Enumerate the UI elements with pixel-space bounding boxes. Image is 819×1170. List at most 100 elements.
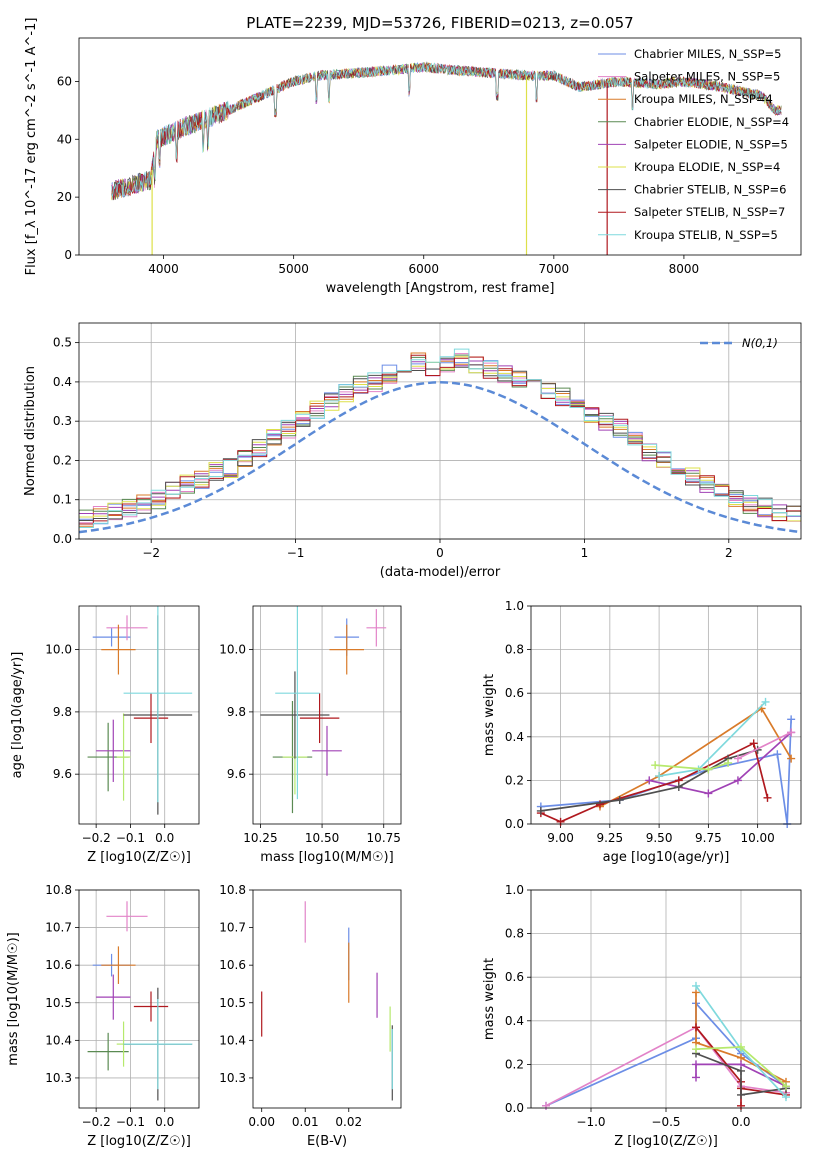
weight-point-marker xyxy=(737,1101,745,1110)
histogram-series xyxy=(79,352,801,533)
y-tick-label: 10.6 xyxy=(219,958,246,972)
weight-point-marker xyxy=(782,1093,790,1102)
errorbar-point xyxy=(96,719,131,782)
legend-label: Kroupa STELIB, N_SSP=5 xyxy=(634,228,778,242)
axes-frame xyxy=(252,889,402,1109)
residuals-panel: −2 −1 0 1 2 0.0 0.1 0.2 0.3 0.4 0.5 (data-model)/er… xyxy=(23,322,802,580)
x-tick-label: 0.0 xyxy=(155,831,174,845)
weight-vs-Z-panel: −1.0 −0.5 0.0 0.0 0.2 0.4 0.6 0.8 1.0 Z [log10(Z/… xyxy=(482,883,802,1149)
y-axis-label: Normed distribution xyxy=(23,366,38,496)
histogram-series xyxy=(79,353,801,530)
x-tick-label: −1.0 xyxy=(576,1115,605,1129)
y-tick-label: 0 xyxy=(64,248,72,262)
axes-frame xyxy=(78,322,802,540)
weight-series-line xyxy=(695,1052,787,1096)
errorbar-point xyxy=(87,1032,129,1071)
errorbar-point xyxy=(260,671,330,759)
normal-reference-curve xyxy=(78,381,802,534)
spectrum-series-line xyxy=(111,62,782,198)
weight-series-line xyxy=(695,1026,787,1106)
weight-point-marker xyxy=(787,715,796,724)
y-tick-label: 0.4 xyxy=(53,375,72,389)
x-tick-label: 0.0 xyxy=(155,1115,174,1129)
y-axis-label: Flux [f_λ 10^-17 erg cm^-2 s^-1 A^-1] xyxy=(24,18,39,276)
x-tick-label: 1 xyxy=(581,546,589,560)
errorbar-point xyxy=(123,999,193,1090)
x-tick-label: 0 xyxy=(436,546,444,560)
axes-frame xyxy=(78,37,802,256)
axes-frame xyxy=(530,889,802,1109)
weight-point-marker xyxy=(749,739,758,748)
y-tick-label: 10.5 xyxy=(45,996,72,1010)
y-axis-label: mass weight xyxy=(482,674,497,756)
y-tick-label: 0.8 xyxy=(505,927,524,941)
x-tick-label: 9.50 xyxy=(646,831,673,845)
y-tick-label: 0.4 xyxy=(505,1014,524,1028)
age-vs-mass-panel: 10.25 10.50 10.75 9.6 9.8 10.0 mass [log10(M/M… xyxy=(219,605,402,865)
errorbar-point xyxy=(92,627,131,647)
y-tick-label: 9.8 xyxy=(53,705,72,719)
x-tick-label: 5000 xyxy=(278,262,309,276)
weight-point-marker xyxy=(704,789,713,798)
weight-point-marker xyxy=(542,1101,550,1110)
weight-series-line xyxy=(695,1063,787,1087)
y-tick-label: 0.4 xyxy=(505,730,524,744)
x-tick-label: 7000 xyxy=(539,262,570,276)
x-tick-label: 9.25 xyxy=(596,831,623,845)
age-vs-Z-panel: −0.2 −0.1 0.0 9.6 9.8 10.0 Z [log10(Z/Z☉)] age … xyxy=(10,605,200,865)
y-tick-label: 10.5 xyxy=(219,996,246,1010)
y-tick-label: 0.2 xyxy=(505,773,524,787)
errorbar-point xyxy=(312,725,342,776)
weight-point-marker xyxy=(733,754,742,763)
errorbar-point xyxy=(133,991,169,1022)
x-axis-label: E(B-V) xyxy=(307,1134,347,1149)
y-tick-label: 10.6 xyxy=(45,958,72,972)
x-axis-label: (data-model)/error xyxy=(380,565,501,580)
x-axis-label: age [log10(age/yr)] xyxy=(603,850,730,865)
errorbar-point xyxy=(116,713,131,801)
weight-point-marker xyxy=(536,806,545,815)
x-tick-label: 10.50 xyxy=(305,831,339,845)
legend-label: Salpeter STELIB, N_SSP=7 xyxy=(634,205,785,219)
weight-series-line xyxy=(737,731,792,760)
x-tick-label: −0.2 xyxy=(82,831,111,845)
weight-point-marker xyxy=(692,1060,700,1069)
errorbar-point xyxy=(366,609,387,647)
x-tick-label: 9.00 xyxy=(547,831,574,845)
errorbar-point xyxy=(329,624,364,675)
y-tick-label: 10.4 xyxy=(219,1033,246,1047)
y-tick-label: 0.1 xyxy=(53,493,72,507)
y-tick-label: 40 xyxy=(57,132,72,146)
y-axis-label: mass weight xyxy=(482,958,497,1040)
x-tick-label: −0.1 xyxy=(116,831,145,845)
y-tick-label: 0.0 xyxy=(505,817,524,831)
weight-point-marker xyxy=(655,772,664,781)
mass-vs-Z-panel: −0.2 −0.1 0.0 10.3 10.4 10.5 10.6 10.7 10.8 Z [lo… xyxy=(6,883,200,1149)
errorbar-point xyxy=(275,606,320,800)
weight-series-line xyxy=(540,742,769,823)
weight-series-line xyxy=(695,992,787,1083)
weight-point-marker xyxy=(692,981,700,990)
y-tick-label: 10.7 xyxy=(219,921,246,935)
figure-title: PLATE=2239, MJD=53726, FIBERID=0213, z=0… xyxy=(246,14,633,32)
y-tick-label: 10.0 xyxy=(219,643,246,657)
y-axis-label: mass [log10(M/M☉)] xyxy=(6,932,21,1065)
y-tick-label: 0.5 xyxy=(53,336,72,350)
y-tick-label: 0.0 xyxy=(53,532,72,546)
legend-label: Salpeter MILES, N_SSP=5 xyxy=(634,70,780,84)
weight-point-marker xyxy=(704,765,713,774)
axes-frame xyxy=(530,605,802,825)
x-tick-label: 10.75 xyxy=(367,831,401,845)
axes-frame xyxy=(252,605,402,825)
x-tick-label: 9.75 xyxy=(695,831,722,845)
x-tick-label: 0.0 xyxy=(731,1115,750,1129)
axes-frame xyxy=(78,605,200,825)
errorbar-point xyxy=(299,693,340,744)
y-tick-label: 0.6 xyxy=(505,970,524,984)
x-tick-label: 6000 xyxy=(408,262,439,276)
weight-vs-age-panel: 9.00 9.25 9.50 9.75 10.00 0.0 0.2 0.4 0.6 0.8 1.0 a… xyxy=(482,599,802,865)
legend-label: Chabrier STELIB, N_SSP=6 xyxy=(634,183,786,197)
errorbar-point xyxy=(133,693,169,744)
y-tick-label: 10.0 xyxy=(45,643,72,657)
y-tick-label: 10.3 xyxy=(45,1071,72,1085)
